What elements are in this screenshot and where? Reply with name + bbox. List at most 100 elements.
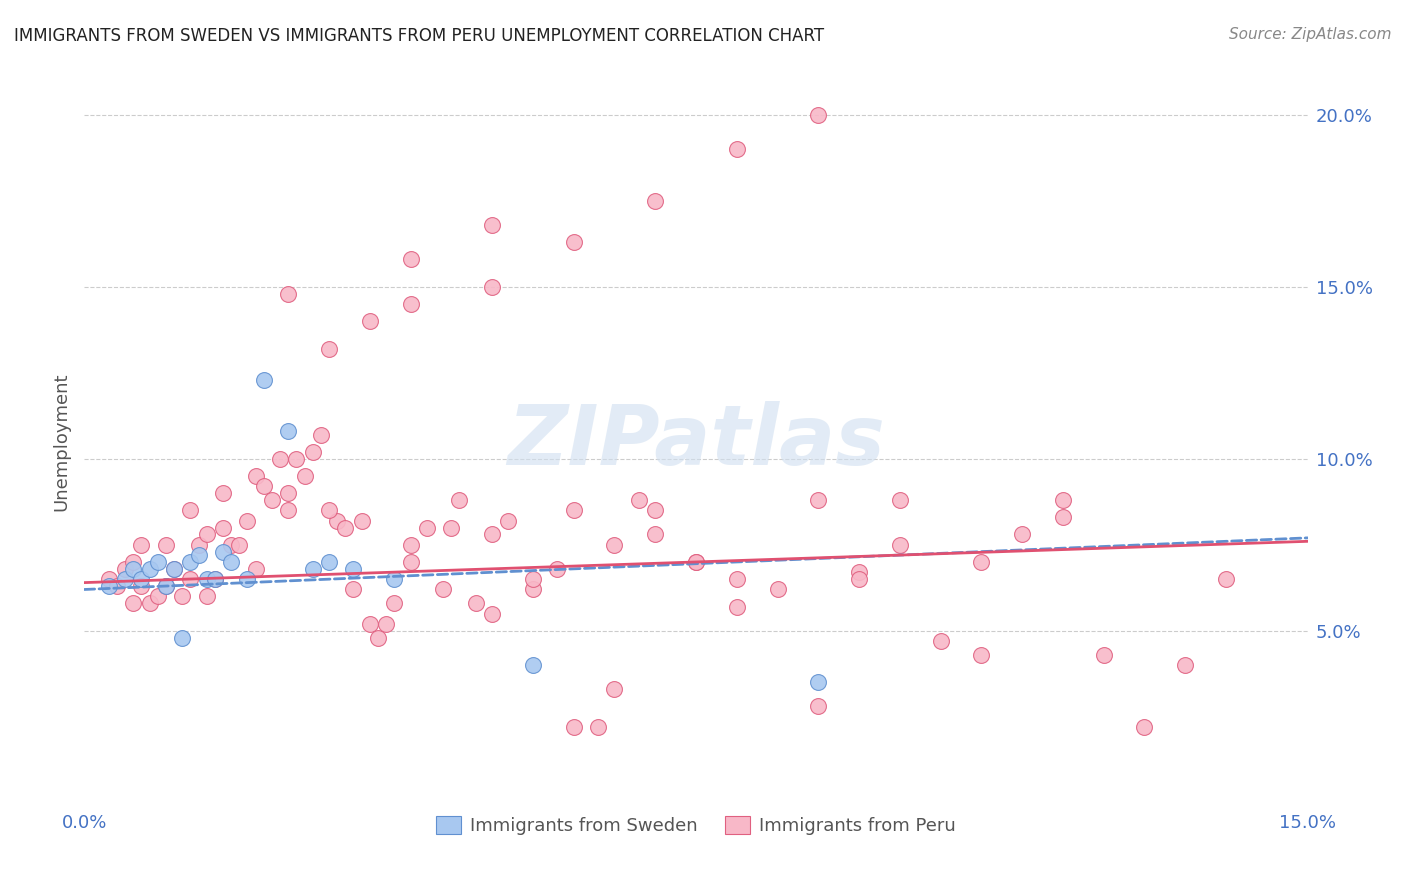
Point <box>522 572 544 586</box>
Point <box>889 538 911 552</box>
Point <box>122 562 145 576</box>
Point <box>138 562 160 576</box>
Point <box>97 579 120 593</box>
Point <box>1133 720 1156 734</box>
Point <box>204 572 226 586</box>
Point <box>807 699 830 714</box>
Point <box>562 503 585 517</box>
Point <box>1174 658 1197 673</box>
Point <box>562 235 585 249</box>
Point <box>285 451 308 466</box>
Point <box>318 342 340 356</box>
Point <box>399 297 422 311</box>
Point <box>155 579 177 593</box>
Point <box>603 538 626 552</box>
Point <box>970 555 993 569</box>
Point <box>212 486 235 500</box>
Point <box>260 493 283 508</box>
Point <box>301 562 323 576</box>
Point <box>848 566 870 580</box>
Point <box>449 493 471 508</box>
Point <box>277 503 299 517</box>
Point <box>187 548 209 562</box>
Point <box>440 520 463 534</box>
Point <box>122 596 145 610</box>
Point <box>382 572 405 586</box>
Point <box>725 572 748 586</box>
Point <box>481 279 503 293</box>
Point <box>685 555 707 569</box>
Point <box>1215 572 1237 586</box>
Point <box>195 590 218 604</box>
Point <box>326 514 349 528</box>
Point <box>481 527 503 541</box>
Point <box>970 648 993 662</box>
Point <box>114 572 136 586</box>
Point <box>245 562 267 576</box>
Point <box>277 286 299 301</box>
Point <box>146 590 169 604</box>
Point <box>236 572 259 586</box>
Point <box>644 503 666 517</box>
Point <box>212 520 235 534</box>
Point <box>546 562 568 576</box>
Point <box>131 572 153 586</box>
Point <box>359 314 381 328</box>
Point <box>97 572 120 586</box>
Point <box>179 503 201 517</box>
Point <box>929 634 952 648</box>
Point <box>1011 527 1033 541</box>
Point <box>342 562 364 576</box>
Point <box>163 562 186 576</box>
Point <box>644 527 666 541</box>
Point <box>807 675 830 690</box>
Point <box>725 142 748 156</box>
Point <box>155 538 177 552</box>
Point <box>195 572 218 586</box>
Point <box>416 520 439 534</box>
Point <box>269 451 291 466</box>
Point <box>179 555 201 569</box>
Point <box>335 520 357 534</box>
Point <box>432 582 454 597</box>
Point <box>644 194 666 208</box>
Point <box>399 538 422 552</box>
Point <box>522 658 544 673</box>
Text: ZIPatlas: ZIPatlas <box>508 401 884 482</box>
Point <box>1092 648 1115 662</box>
Point <box>122 555 145 569</box>
Point <box>481 218 503 232</box>
Point <box>179 572 201 586</box>
Point <box>586 720 609 734</box>
Point <box>277 424 299 438</box>
Point <box>277 486 299 500</box>
Point <box>294 469 316 483</box>
Point <box>172 631 194 645</box>
Point <box>367 631 389 645</box>
Point <box>105 579 128 593</box>
Text: Source: ZipAtlas.com: Source: ZipAtlas.com <box>1229 27 1392 42</box>
Point <box>253 373 276 387</box>
Point <box>228 538 250 552</box>
Point <box>725 599 748 614</box>
Point <box>848 572 870 586</box>
Point <box>195 527 218 541</box>
Point <box>309 427 332 442</box>
Point <box>318 503 340 517</box>
Point <box>155 579 177 593</box>
Y-axis label: Unemployment: Unemployment <box>52 372 70 511</box>
Point <box>359 616 381 631</box>
Point <box>236 514 259 528</box>
Point <box>219 538 242 552</box>
Point <box>766 582 789 597</box>
Point <box>375 616 398 631</box>
Point <box>163 562 186 576</box>
Point <box>301 445 323 459</box>
Point <box>1052 510 1074 524</box>
Point <box>807 493 830 508</box>
Point <box>219 555 242 569</box>
Point <box>399 252 422 267</box>
Point <box>350 514 373 528</box>
Point <box>562 720 585 734</box>
Point <box>1052 493 1074 508</box>
